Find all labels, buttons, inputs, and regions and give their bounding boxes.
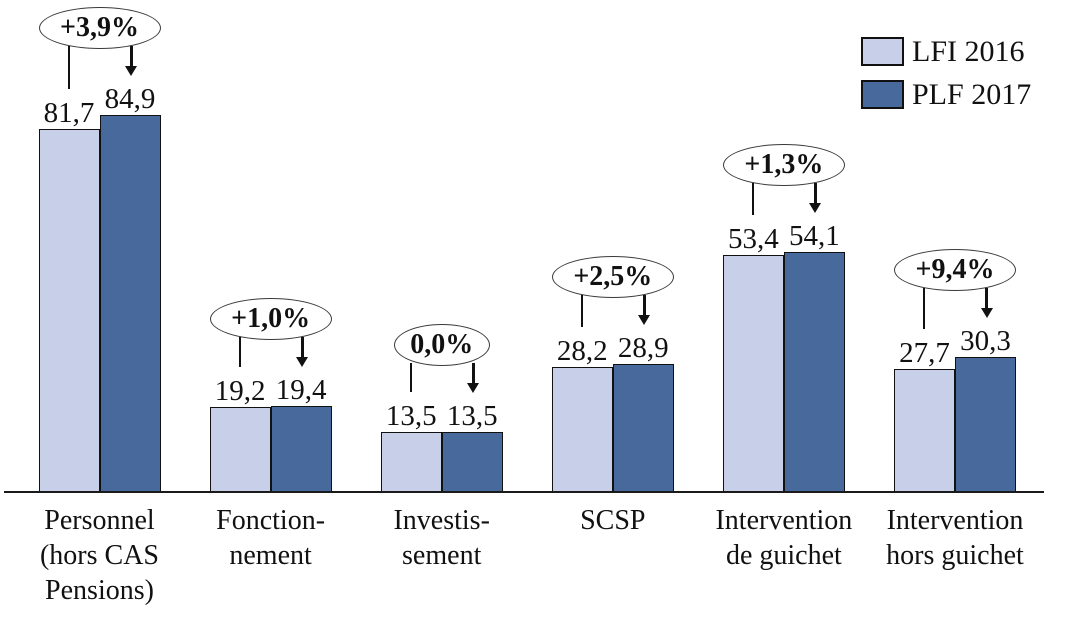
bar-plf-2017 [270, 405, 332, 493]
bar-plf-2017 [783, 251, 845, 493]
legend-swatch-plf-2017 [861, 80, 904, 109]
legend-label-plf-2017: PLF 2017 [912, 78, 1032, 111]
bar-plf-2017 [441, 432, 503, 493]
value-label: 81,7 [43, 97, 95, 130]
pct-annotation: +2,5% [551, 255, 674, 298]
value-label: 28,2 [556, 334, 608, 367]
value-label: 53,4 [728, 222, 779, 255]
value-label: 28,9 [617, 331, 669, 364]
legend-label-lfi-2016: LFI 2016 [912, 35, 1025, 68]
down-arrow-stem [471, 363, 475, 385]
value-label: 13,5 [446, 400, 498, 433]
value-label: 54,1 [789, 219, 840, 252]
x-axis-line [4, 491, 1044, 493]
bar-lfi-2016 [38, 129, 100, 493]
connector-line [751, 182, 754, 215]
down-arrow-stem [985, 288, 988, 310]
value-label: 30,3 [960, 325, 1011, 358]
value-label: 19,2 [214, 374, 266, 407]
category-label: Intervention de guichet [715, 505, 853, 571]
category-label: Investis- sement [393, 505, 490, 571]
category-label: SCSP [580, 505, 646, 536]
category-label: Fonction- nement [216, 505, 326, 571]
connector-line [580, 294, 583, 327]
bar-lfi-2016 [551, 366, 613, 493]
down-arrow-icon [638, 314, 651, 325]
category-label: Intervention hors guichet [886, 505, 1024, 571]
bar-lfi-2016 [722, 254, 784, 493]
down-arrow-icon [980, 308, 993, 319]
value-label: 13,5 [385, 400, 437, 433]
bar-plf-2017 [99, 115, 161, 493]
down-arrow-icon [296, 356, 309, 367]
down-arrow-icon [467, 383, 480, 394]
pct-annotation: 0,0% [393, 324, 490, 367]
value-label: 84,9 [104, 83, 156, 116]
value-label: 19,4 [275, 373, 327, 406]
value-label: 27,7 [899, 337, 950, 369]
down-arrow-icon [809, 202, 822, 213]
bar-plf-2017 [612, 363, 674, 493]
category-label: Personnel (hors CAS Pensions) [39, 505, 159, 606]
down-arrow-stem [642, 294, 646, 316]
down-arrow-stem [300, 336, 304, 358]
pct-annotation: +1,0% [209, 297, 332, 340]
bar-lfi-2016 [894, 369, 955, 493]
bar-plf-2017 [955, 357, 1016, 493]
down-arrow-stem [813, 182, 817, 204]
bar-lfi-2016 [209, 406, 271, 493]
pct-annotation: +3,9% [38, 7, 161, 50]
pct-annotation: +1,3% [722, 143, 845, 186]
connector-line [923, 288, 925, 329]
pct-annotation: +9,4% [894, 249, 1016, 292]
down-arrow-icon [125, 66, 137, 77]
connector-line [238, 336, 241, 367]
legend-swatch-lfi-2016 [861, 37, 904, 66]
down-arrow-stem [129, 46, 133, 68]
bar-lfi-2016 [380, 432, 442, 493]
connector-line [409, 363, 412, 393]
connector-line [67, 46, 70, 90]
